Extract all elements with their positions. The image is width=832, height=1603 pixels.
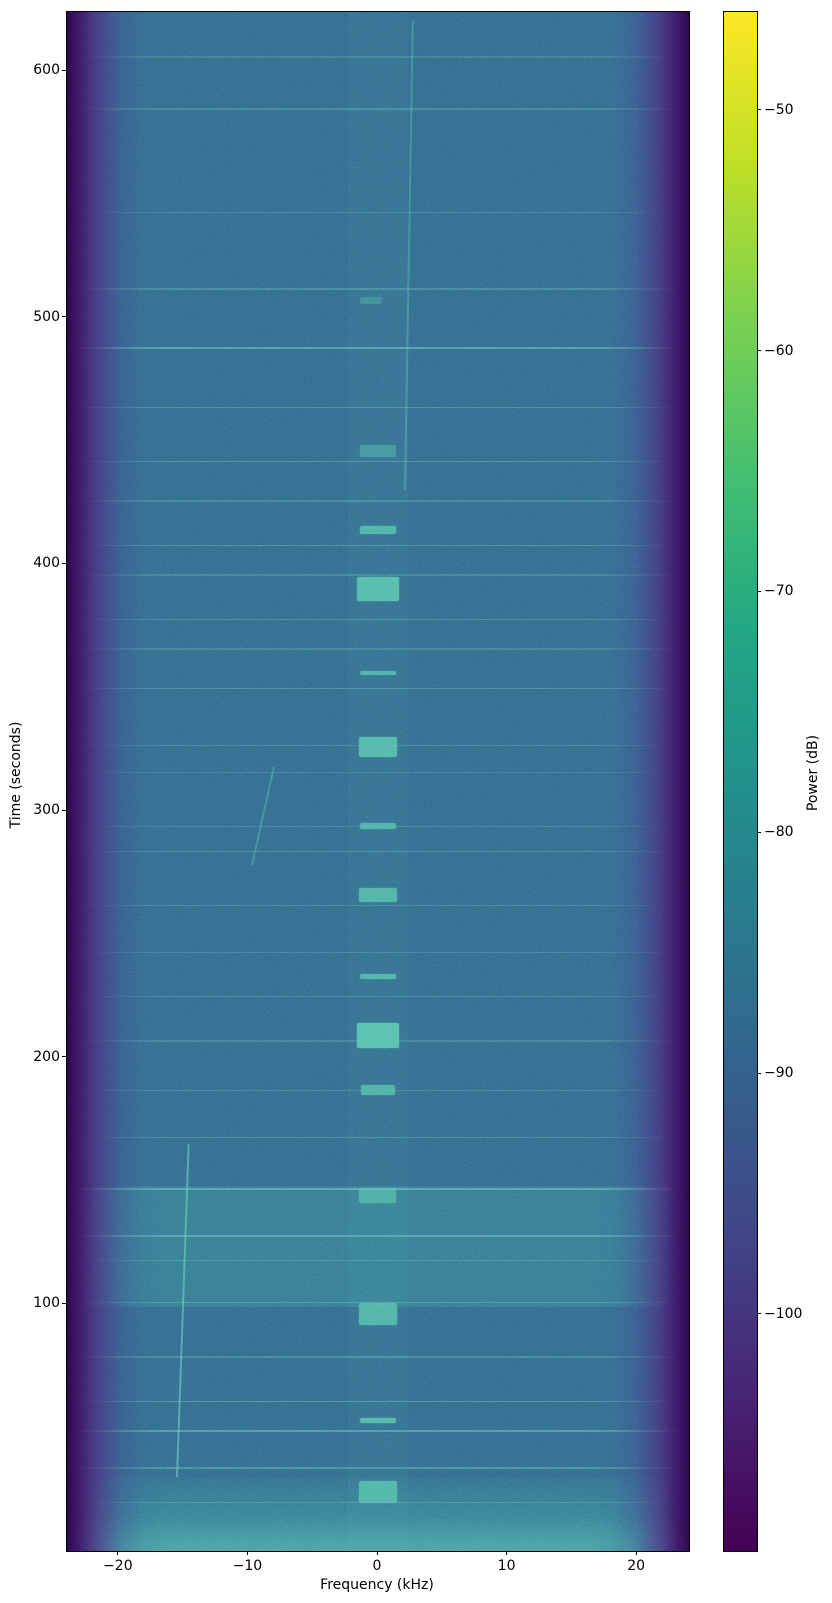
colorbar-tick-label: −50 <box>764 101 794 118</box>
y-tick-label: 600 <box>33 62 60 79</box>
y-tick <box>62 562 66 564</box>
x-tick-label: 20 <box>627 1558 646 1574</box>
x-tick <box>376 1551 378 1555</box>
colorbar-tick <box>757 1313 761 1315</box>
colorbar <box>723 11 758 1552</box>
y-tick-label: 100 <box>33 1295 60 1312</box>
y-tick-label: 400 <box>33 555 60 572</box>
y-tick-label: 500 <box>33 308 60 325</box>
y-tick-label: 300 <box>33 802 60 819</box>
colorbar-tick <box>757 350 761 352</box>
colorbar-tick-label: −90 <box>764 1065 794 1082</box>
y-axis-title: Time (seconds) <box>8 721 24 829</box>
colorbar-tick <box>757 831 761 833</box>
y-tick <box>62 316 66 318</box>
x-axis-title: Frequency (kHz) <box>320 1577 434 1593</box>
x-tick-label: 10 <box>497 1558 516 1574</box>
x-tick <box>635 1551 637 1555</box>
colorbar-tick-label: −60 <box>764 342 794 359</box>
colorbar-tick <box>757 590 761 592</box>
x-tick-label: −10 <box>232 1558 263 1574</box>
x-tick <box>117 1551 119 1555</box>
x-tick-label: 0 <box>372 1558 382 1574</box>
x-tick <box>246 1551 248 1555</box>
colorbar-tick <box>757 109 761 111</box>
y-tick-label: 200 <box>33 1048 60 1065</box>
colorbar-tick-label: −80 <box>764 824 794 841</box>
x-tick-label: −20 <box>103 1558 133 1574</box>
spectrogram-plot <box>66 11 690 1552</box>
y-tick <box>62 1302 66 1304</box>
y-tick <box>62 1056 66 1058</box>
colorbar-tick-label: −70 <box>764 583 794 600</box>
y-tick <box>62 69 66 71</box>
x-tick <box>506 1551 508 1555</box>
y-tick <box>62 809 66 811</box>
colorbar-title: Power (dB) <box>805 734 821 812</box>
noise-texture <box>67 12 689 1551</box>
colorbar-tick <box>757 1072 761 1074</box>
colorbar-tick-label: −100 <box>764 1305 803 1322</box>
